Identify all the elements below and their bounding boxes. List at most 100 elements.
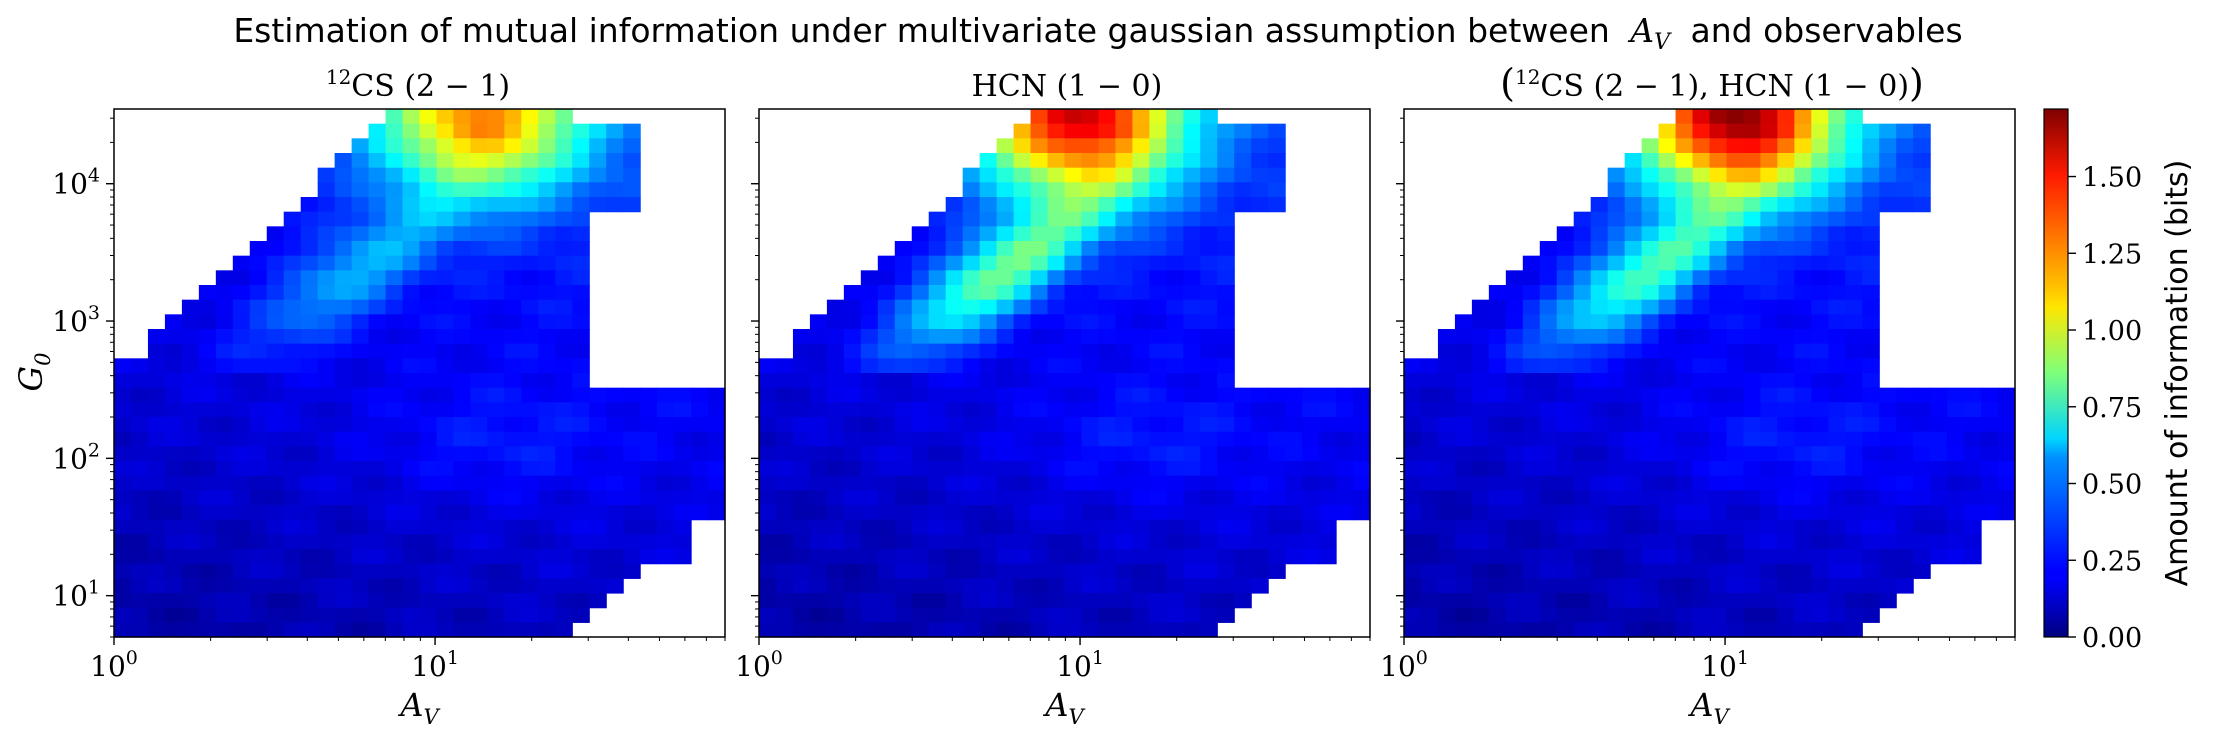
heatmap-cell: [504, 431, 522, 447]
heatmap-cell: [1879, 123, 1897, 139]
heatmap-cell: [402, 505, 421, 521]
heatmap-cell: [521, 534, 539, 550]
heatmap-cell: [1522, 505, 1541, 521]
heatmap-cell: [436, 182, 455, 198]
heatmap-cell: [1777, 299, 1795, 315]
heatmap-cell: [996, 167, 1015, 183]
heatmap-cell: [894, 490, 913, 506]
heatmap-cell: [300, 241, 319, 257]
heatmap-cell: [572, 167, 590, 183]
heatmap-cell: [317, 314, 336, 330]
heatmap-cell: [1692, 593, 1711, 609]
heatmap-cell: [1675, 593, 1694, 609]
heatmap-cell: [589, 197, 607, 213]
heatmap-cell: [894, 343, 913, 359]
heatmap-cell: [1590, 373, 1609, 389]
heatmap-cell: [181, 549, 200, 565]
heatmap-cell: [1132, 519, 1150, 535]
heatmap-cell: [1098, 138, 1117, 154]
heatmap-cell: [453, 299, 472, 315]
heatmap-cell: [928, 549, 947, 565]
heatmap-cell: [759, 475, 777, 491]
heatmap-cell: [538, 417, 556, 433]
heatmap-cell: [1726, 505, 1745, 521]
heatmap-cell: [1166, 285, 1184, 301]
heatmap-cell: [996, 285, 1015, 301]
heatmap-cell: [1505, 373, 1524, 389]
heatmap-cell: [1879, 402, 1897, 418]
heatmap-cell: [436, 314, 455, 330]
heatmap-cell: [1047, 563, 1066, 579]
heatmap-cell: [1200, 167, 1218, 183]
heatmap-cell: [1183, 138, 1201, 154]
heatmap-cell: [1930, 475, 1948, 491]
heatmap-cell: [623, 519, 641, 535]
heatmap-cell: [1709, 446, 1728, 462]
heatmap-cell: [198, 329, 217, 345]
heatmap-cell: [1132, 343, 1150, 359]
heatmap-cell: [453, 461, 472, 477]
heatmap-cell: [1166, 343, 1184, 359]
heatmap-cell: [1149, 446, 1167, 462]
heatmap-cell: [385, 109, 404, 125]
heatmap-cell: [1641, 446, 1660, 462]
heatmap-cell: [283, 607, 302, 623]
heatmap-cell: [809, 578, 828, 594]
heatmap-cell: [385, 563, 404, 579]
heatmap-cell: [1709, 431, 1728, 447]
heatmap-cell: [1404, 563, 1422, 579]
heatmap-cell: [1132, 285, 1150, 301]
heatmap-cell: [232, 490, 251, 506]
colorbar-tick-label: 0.00: [2082, 623, 2142, 654]
heatmap-cell: [1013, 387, 1032, 403]
heatmap-cell: [1658, 314, 1677, 330]
heatmap-cell: [623, 402, 641, 418]
heatmap-cell: [1505, 387, 1524, 403]
heatmap-cell: [521, 182, 539, 198]
heatmap-cell: [1471, 505, 1490, 521]
heatmap-cell: [1981, 446, 1999, 462]
heatmap-cell: [1930, 431, 1948, 447]
heatmap-cell: [215, 402, 234, 418]
heatmap-cell: [657, 519, 675, 535]
heatmap-cell: [1794, 241, 1812, 257]
heatmap-cell: [1811, 622, 1829, 638]
heatmap-cell: [1845, 373, 1863, 389]
heatmap-cell: [1607, 255, 1626, 271]
heatmap-cell: [1641, 285, 1660, 301]
heatmap-cell: [1454, 534, 1473, 550]
heatmap-cell: [911, 607, 930, 623]
heatmap-cell: [1115, 402, 1133, 418]
heatmap-cell: [283, 270, 302, 286]
heatmap-cell: [1811, 153, 1829, 169]
heatmap-cell: [487, 534, 505, 550]
heatmap-cell: [1862, 270, 1880, 286]
heatmap-cell: [300, 549, 319, 565]
heatmap-cell: [470, 314, 488, 330]
heatmap-cell: [1862, 197, 1880, 213]
heatmap-cell: [962, 607, 981, 623]
heatmap-cell: [1064, 241, 1083, 257]
heatmap-cell: [1981, 461, 1999, 477]
heatmap-cell: [1692, 461, 1711, 477]
heatmap-cell: [1268, 402, 1286, 418]
heatmap-cell: [1285, 461, 1303, 477]
heatmap-cell: [572, 387, 590, 403]
heatmap-cell: [164, 578, 183, 594]
heatmap-cell: [198, 402, 217, 418]
heatmap-cell: [589, 534, 607, 550]
heatmap-cell: [1047, 593, 1066, 609]
heatmap-cell: [1709, 153, 1728, 169]
heatmap-cell: [436, 270, 455, 286]
heatmap-cell: [623, 417, 641, 433]
heatmap-cell: [792, 578, 811, 594]
heatmap-cell: [1777, 431, 1795, 447]
heatmap-cell: [1862, 417, 1880, 433]
heatmap-cell: [1760, 578, 1778, 594]
heatmap-cell: [283, 373, 302, 389]
heatmap-cell: [979, 197, 998, 213]
heatmap-cell: [266, 549, 285, 565]
heatmap-cell: [691, 461, 709, 477]
heatmap-cell: [1641, 519, 1660, 535]
x-tick-label: 100: [1380, 647, 1428, 683]
